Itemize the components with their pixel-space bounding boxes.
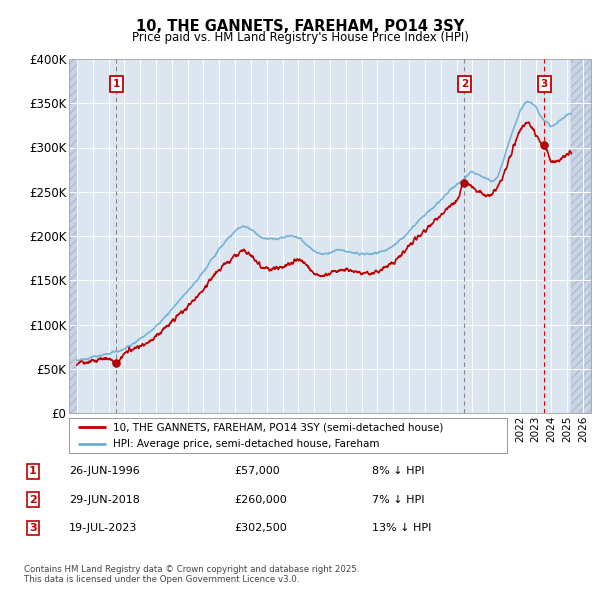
- Text: 19-JUL-2023: 19-JUL-2023: [69, 523, 137, 533]
- Text: 10, THE GANNETS, FAREHAM, PO14 3SY (semi-detached house): 10, THE GANNETS, FAREHAM, PO14 3SY (semi…: [113, 422, 443, 432]
- Text: Contains HM Land Registry data © Crown copyright and database right 2025.
This d: Contains HM Land Registry data © Crown c…: [24, 565, 359, 584]
- Text: 26-JUN-1996: 26-JUN-1996: [69, 467, 140, 476]
- Text: 3: 3: [29, 523, 37, 533]
- Text: £57,000: £57,000: [234, 467, 280, 476]
- Text: 1: 1: [113, 79, 120, 88]
- Text: 13% ↓ HPI: 13% ↓ HPI: [372, 523, 431, 533]
- Text: HPI: Average price, semi-detached house, Fareham: HPI: Average price, semi-detached house,…: [113, 438, 379, 448]
- Text: 3: 3: [541, 79, 548, 88]
- Text: £260,000: £260,000: [234, 495, 287, 504]
- Text: Price paid vs. HM Land Registry's House Price Index (HPI): Price paid vs. HM Land Registry's House …: [131, 31, 469, 44]
- Text: 7% ↓ HPI: 7% ↓ HPI: [372, 495, 425, 504]
- Text: 2: 2: [29, 495, 37, 504]
- Text: 2: 2: [461, 79, 468, 88]
- Text: 10, THE GANNETS, FAREHAM, PO14 3SY: 10, THE GANNETS, FAREHAM, PO14 3SY: [136, 19, 464, 34]
- Text: 1: 1: [29, 467, 37, 476]
- Text: 29-JUN-2018: 29-JUN-2018: [69, 495, 140, 504]
- Text: 8% ↓ HPI: 8% ↓ HPI: [372, 467, 425, 476]
- Text: £302,500: £302,500: [234, 523, 287, 533]
